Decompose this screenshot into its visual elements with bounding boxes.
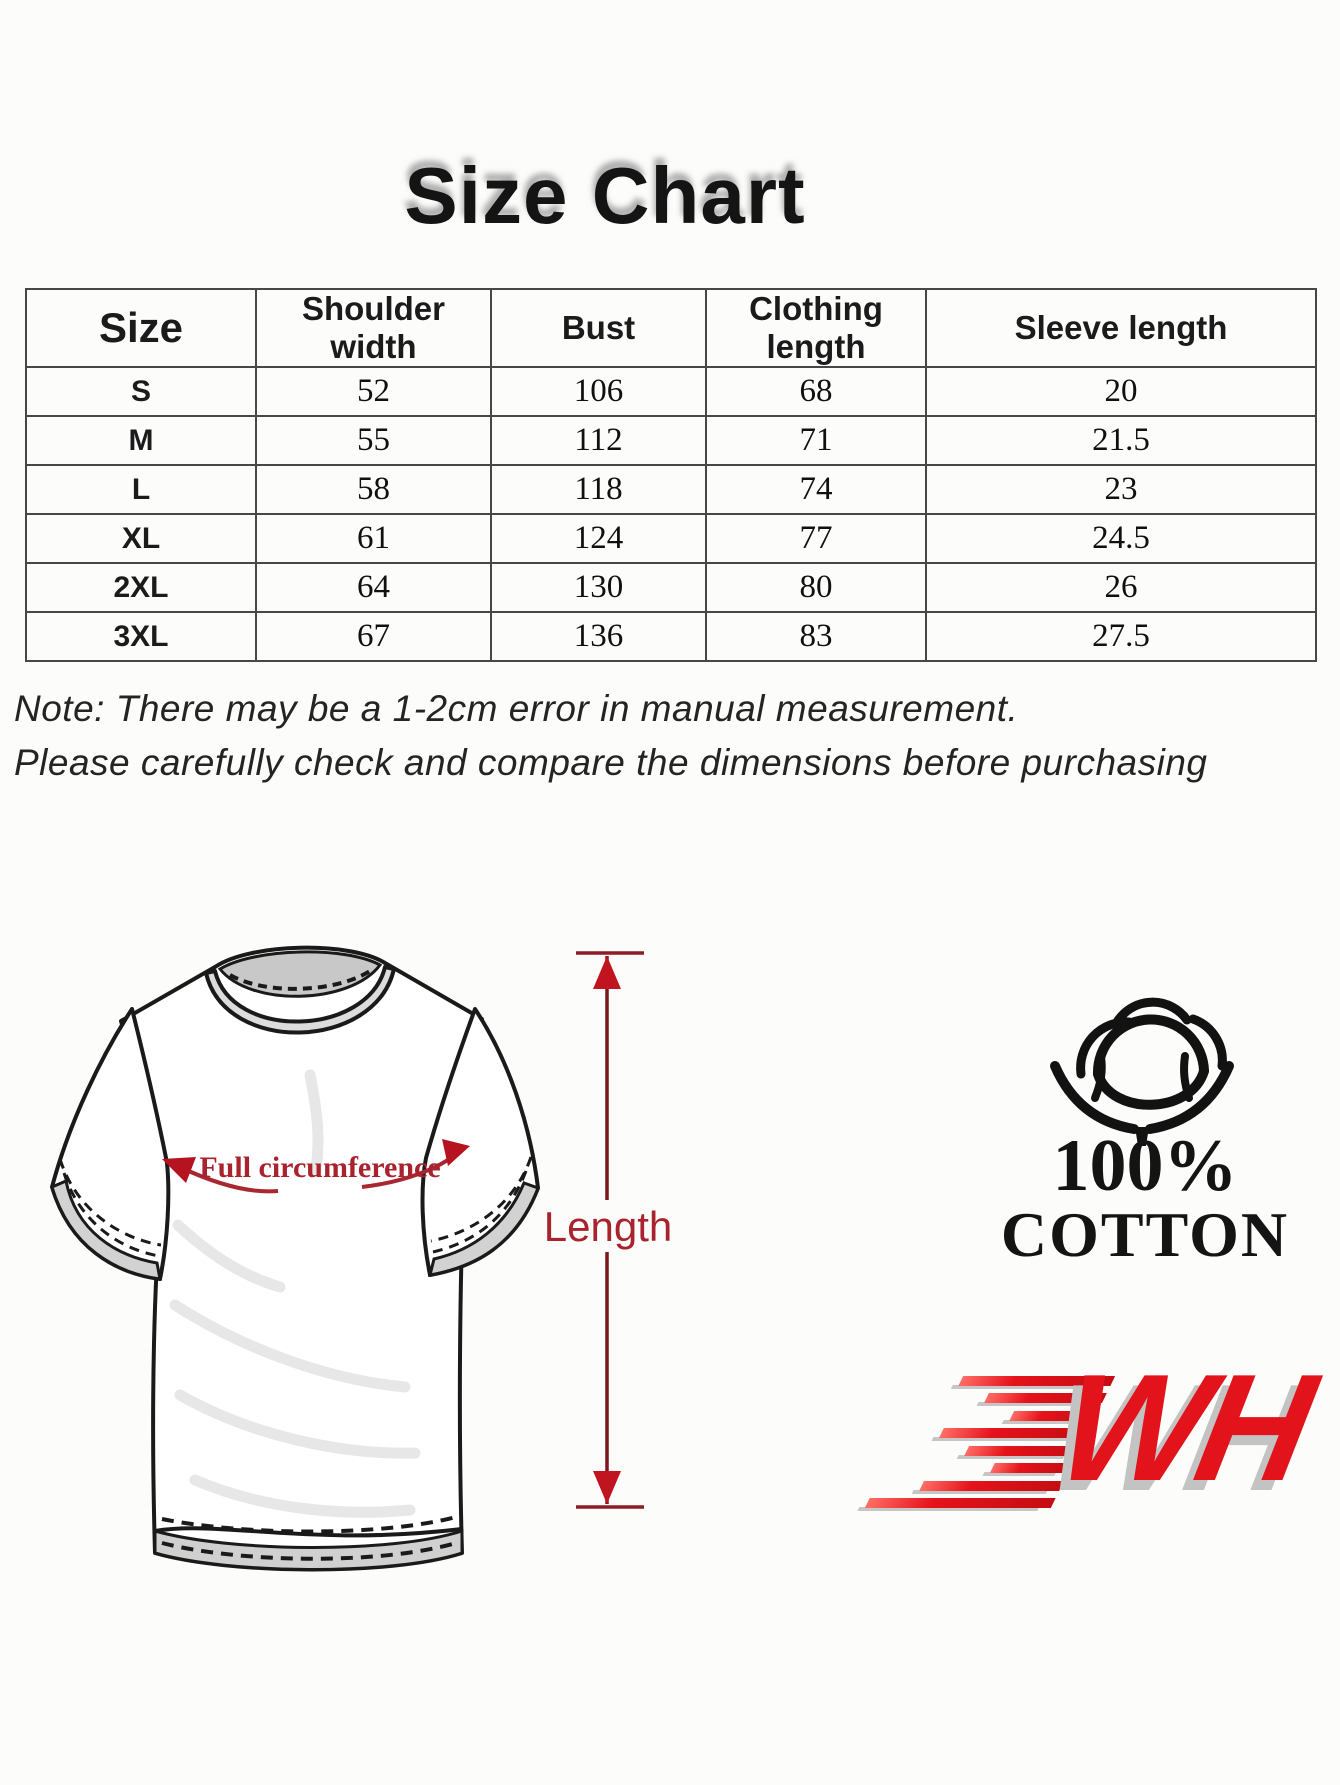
logo-letters: WH <box>1046 1343 1321 1513</box>
col-header-size: Size <box>25 288 257 368</box>
table-cell: 52 <box>255 366 492 417</box>
length-label: Length <box>544 1203 670 1250</box>
full-circumference-arrow <box>162 1139 470 1194</box>
cotton-flower-icon <box>1050 997 1234 1146</box>
table-cell: 106 <box>490 366 707 417</box>
material-name: COTTON <box>1000 1199 1290 1270</box>
hem-stitching <box>161 1515 457 1561</box>
table-cell: 64 <box>255 562 492 613</box>
table-cell: 67 <box>255 611 492 662</box>
table-cell: 136 <box>490 611 707 662</box>
collar-front-band <box>204 965 396 1035</box>
full-circumference-label: Full circumference <box>199 1151 440 1184</box>
table-cell: 23 <box>925 464 1317 515</box>
table-cell: 27.5 <box>925 611 1317 662</box>
col-header-clothing-length: Clothing length <box>705 288 927 368</box>
table-row-l: L 58 118 74 23 <box>25 464 1317 515</box>
table-cell: 20 <box>925 366 1317 417</box>
hem-band <box>153 1528 464 1571</box>
note-line-2: Please carefully check and compare the d… <box>14 742 1208 783</box>
table-row-2xl: 2XL 64 130 80 26 <box>25 562 1317 613</box>
table-cell: 112 <box>490 415 707 466</box>
fabric-wrinkles <box>169 1069 421 1518</box>
table-cell: 77 <box>705 513 927 564</box>
right-cuff-stitching <box>430 1156 533 1254</box>
size-chart-table: Size Shoulder width Bust Clothing length… <box>25 288 1317 662</box>
left-cuff-band <box>50 1178 162 1281</box>
material-percent: 100% <box>1052 1125 1238 1207</box>
col-header-bust: Bust <box>490 288 707 368</box>
table-row-3xl: 3XL 67 136 83 27.5 <box>25 611 1317 662</box>
size-label: M <box>25 415 257 466</box>
table-row-xl: XL 61 124 77 24.5 <box>25 513 1317 564</box>
table-cell: 55 <box>255 415 492 466</box>
table-cell: 80 <box>705 562 927 613</box>
table-cell: 74 <box>705 464 927 515</box>
table-cell: 24.5 <box>925 513 1317 564</box>
size-label: XL <box>25 513 257 564</box>
table-cell: 58 <box>255 464 492 515</box>
page-title: Size Chart <box>404 151 806 240</box>
hem-top-edge <box>154 1526 463 1538</box>
size-label: S <box>25 366 257 417</box>
table-cell: 21.5 <box>925 415 1317 466</box>
left-cuff-stitching <box>58 1158 162 1258</box>
table-cell: 130 <box>490 562 707 613</box>
table-cell: 26 <box>925 562 1317 613</box>
table-cell: 71 <box>705 415 927 466</box>
right-cuff-band <box>427 1181 540 1277</box>
table-cell: 68 <box>705 366 927 417</box>
brand-logo-ewh: WH <box>864 1343 1325 1520</box>
table-cell: 83 <box>705 611 927 662</box>
table-cell: 124 <box>490 513 707 564</box>
length-arrow <box>556 951 660 1509</box>
table-cell: 118 <box>490 464 707 515</box>
size-label: L <box>25 464 257 515</box>
table-header-row: Size Shoulder width Bust Clothing length… <box>25 288 1317 368</box>
size-label: 2XL <box>25 562 257 613</box>
tshirt-measurement-diagram: Full circumference Length <box>50 945 670 1572</box>
col-header-sleeve-length: Sleeve length <box>925 288 1317 368</box>
note-line-1: Note: There may be a 1-2cm error in manu… <box>14 688 1019 729</box>
table-cell: 61 <box>255 513 492 564</box>
size-label: 3XL <box>25 611 257 662</box>
col-header-shoulder-width: Shoulder width <box>255 288 492 368</box>
table-row-s: S 52 106 68 20 <box>25 366 1317 417</box>
table-row-m: M 55 112 71 21.5 <box>25 415 1317 466</box>
